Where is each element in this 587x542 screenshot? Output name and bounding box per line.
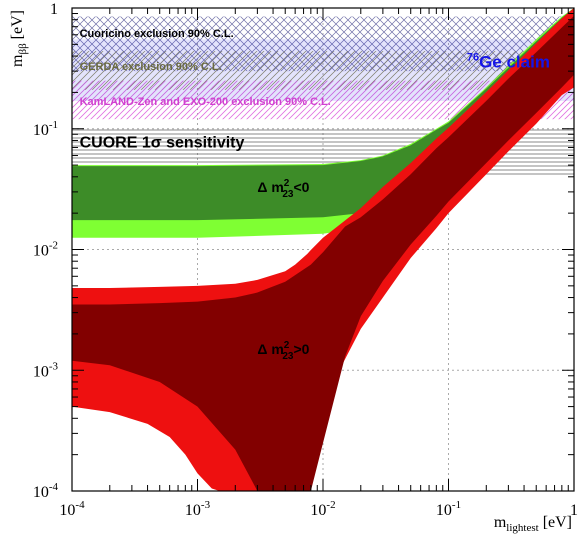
x-tick-label: 1	[570, 502, 578, 519]
mass-regions	[72, 8, 574, 491]
x-axis-title: mlightest [eV]	[494, 514, 572, 534]
band-label-cuoricino: Cuoricino exclusion 90% C.L.	[80, 28, 234, 40]
y-tick-label: 1	[50, 1, 58, 18]
annotations: Cuoricino exclusion 90% C.L. GERDA exclus…	[80, 28, 550, 362]
ge-claim-label: 76Ge claim	[467, 52, 550, 72]
band-label-kamland: KamLAND-Zen and EXO-200 exclusion 90% C.…	[80, 96, 331, 108]
y-axis-title: mββ [eV]	[9, 10, 29, 67]
series-label-0: Δ m2 23<0	[257, 178, 309, 200]
region-0-1-sigma	[72, 8, 574, 221]
y-tick-label: 10-2	[33, 240, 58, 260]
region-1-1-sigma	[72, 15, 574, 491]
x-tick-label: 10-2	[310, 499, 335, 519]
band-label-gerda: GERDA exclusion 90% C.L.	[80, 61, 222, 73]
band-label-cuore: CUORE 1σ sensitivity	[80, 134, 245, 151]
y-tick-label: 10-4	[33, 481, 59, 501]
x-tick-label: 10-3	[185, 499, 211, 519]
region-2-cutout	[72, 406, 220, 491]
y-tick-label: 10-1	[33, 119, 58, 139]
x-tick-label: 10-1	[436, 499, 461, 519]
y-tick-label: 10-3	[33, 360, 59, 380]
x-tick-label: 10-4	[59, 499, 85, 519]
axes: 10-4 10-3 10-2 10-1 110-410-310-210-11mlight…	[9, 1, 578, 534]
series-label-1: Δ m2 23>0	[257, 340, 309, 362]
